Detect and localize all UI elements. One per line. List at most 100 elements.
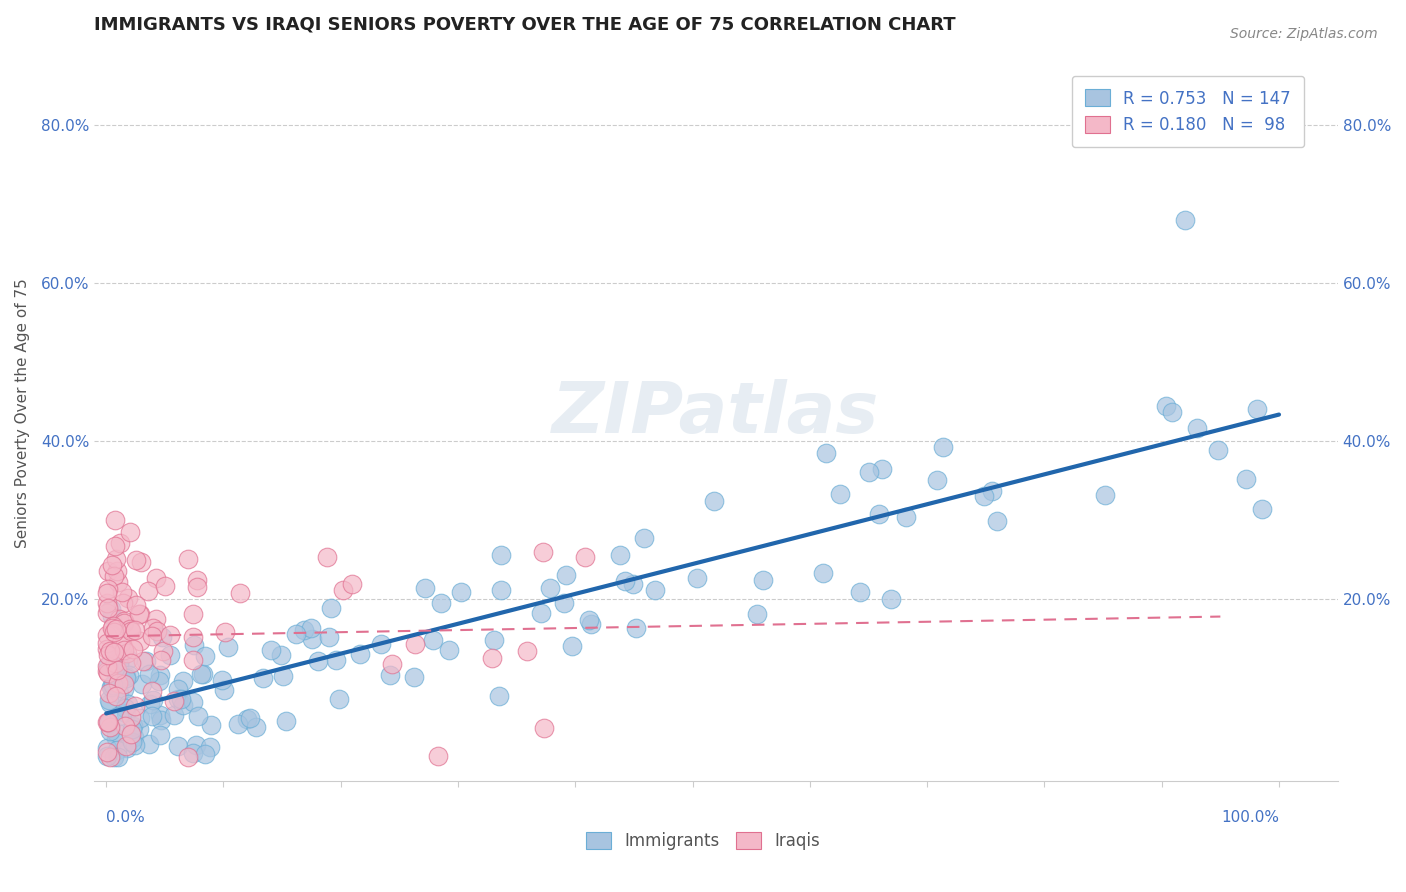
Iraqis [97, 582, 120, 597]
Immigrants [150, 630, 173, 644]
Iraqis [142, 621, 165, 635]
Immigrants [108, 653, 131, 667]
Immigrants [96, 748, 118, 763]
Immigrants [118, 668, 141, 682]
Immigrants [402, 670, 425, 684]
Text: ZIPatlas: ZIPatlas [553, 379, 880, 448]
Immigrants [239, 711, 262, 725]
Immigrants [489, 583, 512, 598]
Iraqis [531, 545, 554, 559]
Iraqis [101, 621, 124, 635]
Iraqis [125, 552, 148, 566]
Iraqis [120, 525, 142, 540]
Immigrants [101, 609, 124, 624]
Immigrants [172, 673, 194, 688]
Immigrants [450, 585, 472, 599]
Iraqis [107, 612, 129, 626]
Immigrants [1251, 501, 1274, 516]
Immigrants [142, 693, 165, 707]
Iraqis [404, 637, 426, 651]
Iraqis [97, 715, 120, 730]
Immigrants [1234, 472, 1257, 486]
Immigrants [830, 487, 852, 501]
Iraqis [96, 628, 118, 642]
Immigrants [1246, 401, 1268, 416]
Immigrants [122, 719, 145, 733]
Iraqis [98, 750, 121, 764]
Immigrants [128, 723, 150, 737]
Immigrants [124, 738, 146, 752]
Iraqis [114, 719, 136, 733]
Iraqis [145, 612, 167, 626]
Iraqis [103, 645, 125, 659]
Immigrants [848, 585, 870, 599]
Iraqis [228, 586, 250, 600]
Immigrants [135, 654, 157, 668]
Iraqis [96, 642, 118, 657]
Iraqis [112, 640, 135, 654]
Immigrants [1187, 420, 1209, 434]
Immigrants [190, 667, 212, 681]
Iraqis [141, 684, 163, 698]
Immigrants [482, 632, 505, 647]
Iraqis [105, 663, 128, 677]
Immigrants [633, 531, 655, 545]
Iraqis [103, 569, 125, 583]
Iraqis [152, 644, 174, 658]
Iraqis [136, 584, 159, 599]
Immigrants [325, 653, 347, 667]
Iraqis [118, 623, 141, 637]
Immigrants [879, 591, 901, 606]
Iraqis [96, 746, 118, 760]
Iraqis [98, 720, 121, 734]
Immigrants [107, 750, 129, 764]
Immigrants [555, 567, 578, 582]
Immigrants [578, 613, 600, 627]
Iraqis [115, 646, 138, 660]
Immigrants [299, 621, 322, 635]
Iraqis [112, 643, 135, 657]
Iraqis [141, 629, 163, 643]
Iraqis [120, 656, 142, 670]
Immigrants [97, 693, 120, 707]
Iraqis [186, 580, 208, 594]
Immigrants [260, 643, 283, 657]
Immigrants [98, 723, 121, 738]
Immigrants [301, 632, 323, 646]
Iraqis [105, 552, 128, 566]
Iraqis [105, 622, 128, 636]
Iraqis [381, 657, 404, 671]
Immigrants [609, 548, 631, 562]
Iraqis [145, 572, 167, 586]
Immigrants [285, 627, 308, 641]
Iraqis [110, 636, 132, 650]
Immigrants [252, 671, 274, 685]
Iraqis [121, 641, 143, 656]
Immigrants [149, 728, 172, 742]
Iraqis [97, 665, 120, 680]
Iraqis [97, 648, 120, 663]
Iraqis [104, 656, 127, 670]
Immigrants [115, 706, 138, 720]
Immigrants [815, 446, 838, 460]
Immigrants [100, 681, 122, 695]
Immigrants [117, 652, 139, 666]
Immigrants [163, 707, 186, 722]
Immigrants [129, 711, 152, 725]
Immigrants [1094, 488, 1116, 502]
Immigrants [108, 657, 131, 672]
Iraqis [155, 579, 177, 593]
Immigrants [212, 683, 235, 698]
Iraqis [574, 549, 596, 564]
Immigrants [103, 750, 125, 764]
Immigrants [170, 692, 193, 706]
Iraqis [107, 676, 129, 690]
Immigrants [211, 673, 233, 688]
Immigrants [226, 717, 249, 731]
Immigrants [198, 740, 221, 755]
Immigrants [318, 630, 340, 644]
Immigrants [194, 747, 217, 761]
Immigrants [270, 648, 292, 662]
Iraqis [124, 623, 146, 637]
Iraqis [96, 658, 118, 673]
